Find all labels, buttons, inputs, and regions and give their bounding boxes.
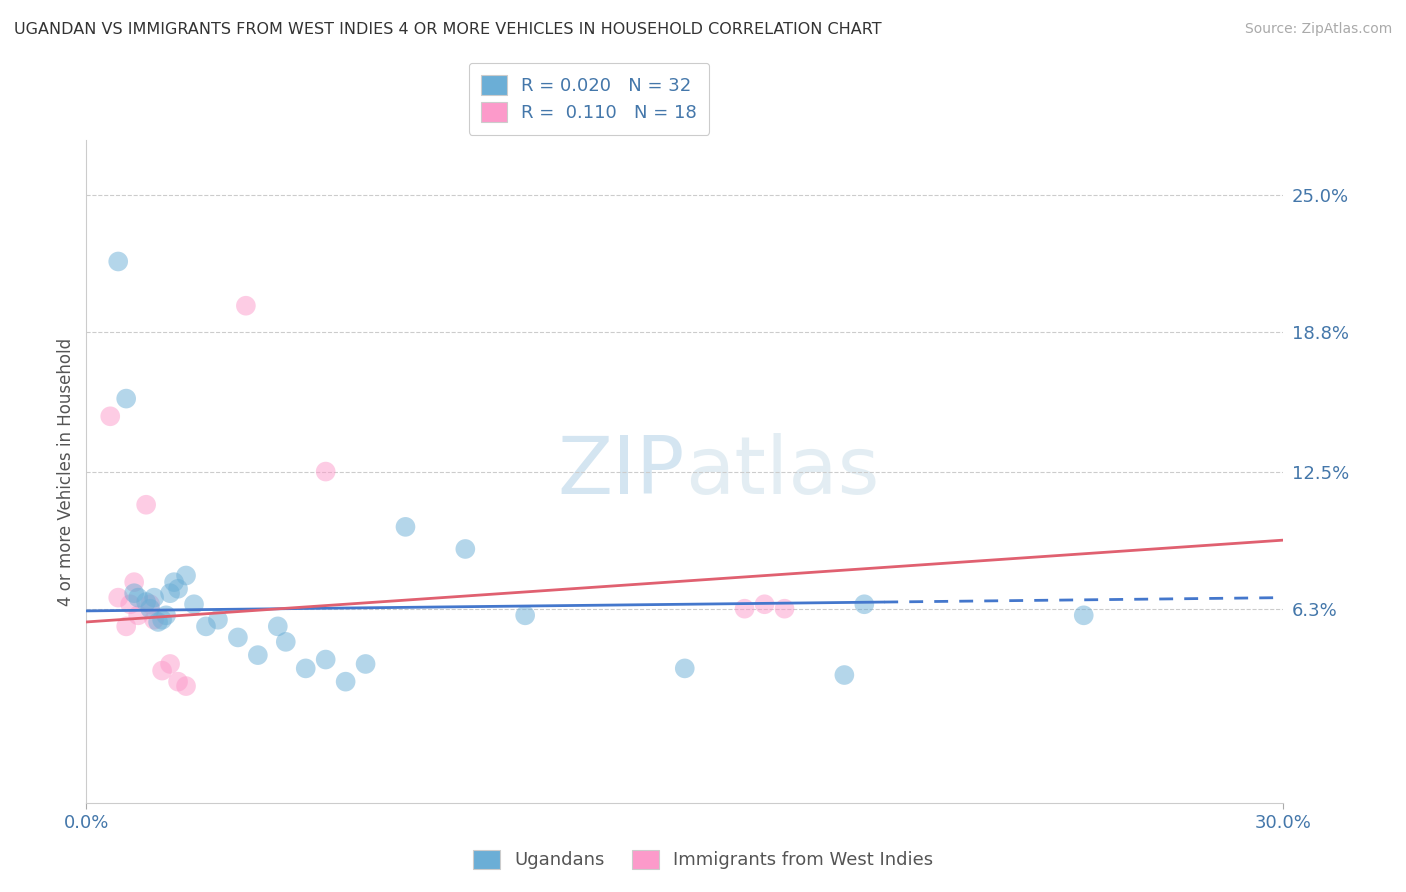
Point [315,652,337,666]
Point [120,597,142,611]
Point [274,635,297,649]
Point [195,619,218,633]
Point [294,661,316,675]
Point [734,601,756,615]
Point [515,608,537,623]
Point [754,597,776,611]
Text: Source: ZipAtlas.com: Source: ZipAtlas.com [1244,22,1392,37]
Point [235,299,257,313]
Point [135,595,157,609]
Text: atlas: atlas [685,433,879,510]
Point [135,498,157,512]
Point [834,668,856,682]
Point [127,608,149,623]
Legend: Ugandans, Immigrants from West Indies: Ugandans, Immigrants from West Indies [464,841,942,879]
Point [122,586,145,600]
Point [335,674,357,689]
Point [267,619,290,633]
Legend: R = 0.020   N = 32, R =  0.110   N = 18: R = 0.020 N = 32, R = 0.110 N = 18 [468,62,710,135]
Point [163,575,186,590]
Point [159,657,181,671]
Point [150,613,173,627]
Point [183,597,205,611]
Point [115,619,138,633]
Point [139,601,162,615]
Point [107,254,129,268]
Point [143,613,166,627]
Point [394,520,416,534]
Point [167,582,190,596]
Point [207,613,229,627]
Point [1073,608,1095,623]
Point [773,601,796,615]
Point [150,664,173,678]
Text: UGANDAN VS IMMIGRANTS FROM WEST INDIES 4 OR MORE VEHICLES IN HOUSEHOLD CORRELATI: UGANDAN VS IMMIGRANTS FROM WEST INDIES 4… [14,22,882,37]
Point [454,541,477,556]
Point [143,591,166,605]
Point [673,661,696,675]
Point [167,674,190,689]
Point [354,657,377,671]
Point [122,575,145,590]
Y-axis label: 4 or more Vehicles in Household: 4 or more Vehicles in Household [58,337,75,606]
Point [127,591,149,605]
Text: ZIP: ZIP [557,433,685,510]
Point [146,615,169,629]
Point [226,631,249,645]
Point [315,465,337,479]
Point [155,608,177,623]
Point [174,679,197,693]
Point [246,648,269,662]
Point [98,409,121,424]
Point [139,597,162,611]
Point [853,597,876,611]
Point [107,591,129,605]
Point [174,568,197,582]
Point [159,586,181,600]
Point [115,392,138,406]
